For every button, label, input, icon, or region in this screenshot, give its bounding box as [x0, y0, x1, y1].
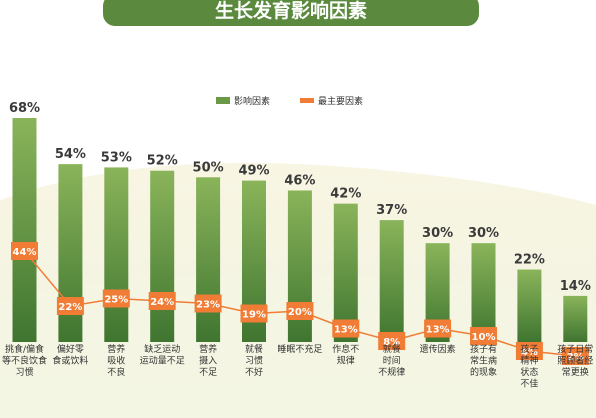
bar-value-label: 53%: [101, 150, 132, 165]
category-label: 作息不: [332, 343, 359, 355]
category-label: 不好: [245, 366, 263, 378]
category-label: 等不良饮食: [2, 355, 47, 367]
bar: [517, 269, 542, 342]
main-factor-label: 4%: [521, 347, 538, 358]
category-label: 偏好零: [57, 343, 84, 355]
title-banner: [103, 0, 479, 26]
bar-value-label: 22%: [514, 253, 545, 268]
bar-value-label: 49%: [238, 164, 269, 179]
bar-value-label: 30%: [422, 226, 453, 241]
bar: [150, 170, 175, 342]
category-label: 常生病: [470, 355, 497, 367]
main-factor-label: 10%: [472, 332, 496, 343]
category-label: 挑食/偏食: [5, 343, 44, 355]
bar-value-label: 37%: [376, 203, 407, 218]
category-label: 孩子: [520, 343, 538, 355]
category-label: 规律: [337, 355, 355, 367]
main-factor-label: 23%: [196, 300, 220, 311]
legend-bar-swatch: [216, 97, 230, 104]
category-label: 不佳: [520, 378, 538, 390]
category-label: 习惯: [15, 366, 33, 378]
main-factor-marker: [11, 242, 38, 260]
legend-line-swatch: [300, 98, 314, 103]
category-label: 摄入: [199, 355, 217, 367]
bar: [58, 164, 83, 342]
main-factor-marker: [424, 319, 452, 338]
bar: [563, 295, 588, 342]
chart-title: 生长发育影响因素: [215, 0, 367, 22]
bar-value-label: 54%: [55, 147, 86, 162]
bar: [333, 203, 358, 342]
bar: [104, 167, 129, 342]
legend-bar-label: 影响因素: [234, 95, 270, 107]
category-labels: 挑食/偏食等不良饮食习惯偏好零食或饮料营养吸收不良缺乏运动运动量不足营养摄入不足…: [2, 343, 593, 390]
category-label: 不规律: [378, 366, 405, 378]
bar-value-labels: 68% 54% 53% 52% 50% 49% 46% 42% 37% 30% 30% 22% 14%: [9, 101, 591, 294]
main-factor-label: 25%: [104, 295, 128, 306]
main-factor-label: 44%: [13, 247, 37, 258]
main-factor-marker: [102, 289, 130, 308]
category-label: 时间: [383, 355, 401, 367]
main-factor-marker: [378, 332, 406, 350]
bar-value-label: 42%: [330, 187, 361, 202]
main-factor-label: 13%: [426, 325, 450, 336]
main-factor-marker: [286, 302, 314, 320]
category-label: 食或饮料: [52, 355, 88, 367]
main-factor-label: 22%: [58, 302, 82, 313]
bar: [379, 220, 404, 342]
bar-value-label: 14%: [560, 279, 591, 294]
main-factor-marker: [148, 292, 176, 310]
category-label: 就餐: [245, 343, 263, 355]
legend-line-label: 最主要因素: [318, 95, 363, 107]
category-label: 不足: [199, 367, 217, 378]
category-label: 遗传因素: [420, 343, 456, 355]
category-label: 营养: [107, 343, 125, 355]
category-label: 精神: [520, 355, 538, 367]
category-label: 孩子有: [470, 343, 497, 355]
main-factor-marker: [240, 304, 268, 323]
category-label: 就餐: [383, 343, 401, 355]
category-label: 常更换: [562, 366, 589, 378]
category-label: 睡眠不充足: [277, 343, 322, 355]
main-factor-marker: [470, 327, 497, 345]
main-factor-label: 19%: [242, 310, 266, 321]
bar-value-label: 30%: [468, 226, 499, 241]
bar-value-label: 68%: [9, 101, 40, 116]
main-factor-label: 13%: [334, 325, 358, 336]
bar-value-label: 50%: [193, 160, 224, 175]
main-factor-label: 20%: [288, 307, 312, 318]
category-label: 不良: [107, 366, 125, 378]
main-factor-label: 2%: [567, 352, 584, 363]
main-factor-label: 24%: [150, 297, 174, 308]
main-factor-label: 8%: [383, 337, 400, 348]
legend: 影响因素 最主要因素: [216, 95, 363, 107]
bar: [12, 118, 37, 342]
main-factor-marker: [194, 294, 222, 313]
bar: [196, 177, 221, 342]
category-label: 习惯: [245, 355, 263, 367]
category-label: 的现象: [470, 366, 497, 378]
category-label: 状态: [520, 366, 538, 378]
bar: [471, 243, 496, 342]
category-label: 照顾者经: [557, 355, 593, 367]
main-factor-points: 44% 22% 25% 24% 23% 19% 20% 13% 8% 13% 10% 4% 2%: [11, 242, 589, 365]
category-label: 运动量不足: [140, 356, 185, 367]
main-factor-marker: [56, 297, 84, 315]
main-factor-marker: [561, 347, 589, 365]
category-label: 缺乏运动: [144, 343, 180, 355]
bar-value-label: 52%: [147, 154, 178, 169]
main-factor-marker: [332, 319, 360, 338]
category-label: 吸收: [107, 355, 125, 367]
bar-value-label: 46%: [284, 173, 315, 188]
main-factor-marker: [515, 342, 543, 360]
category-label: 营养: [199, 343, 217, 355]
category-label: 孩子日常: [557, 343, 593, 355]
